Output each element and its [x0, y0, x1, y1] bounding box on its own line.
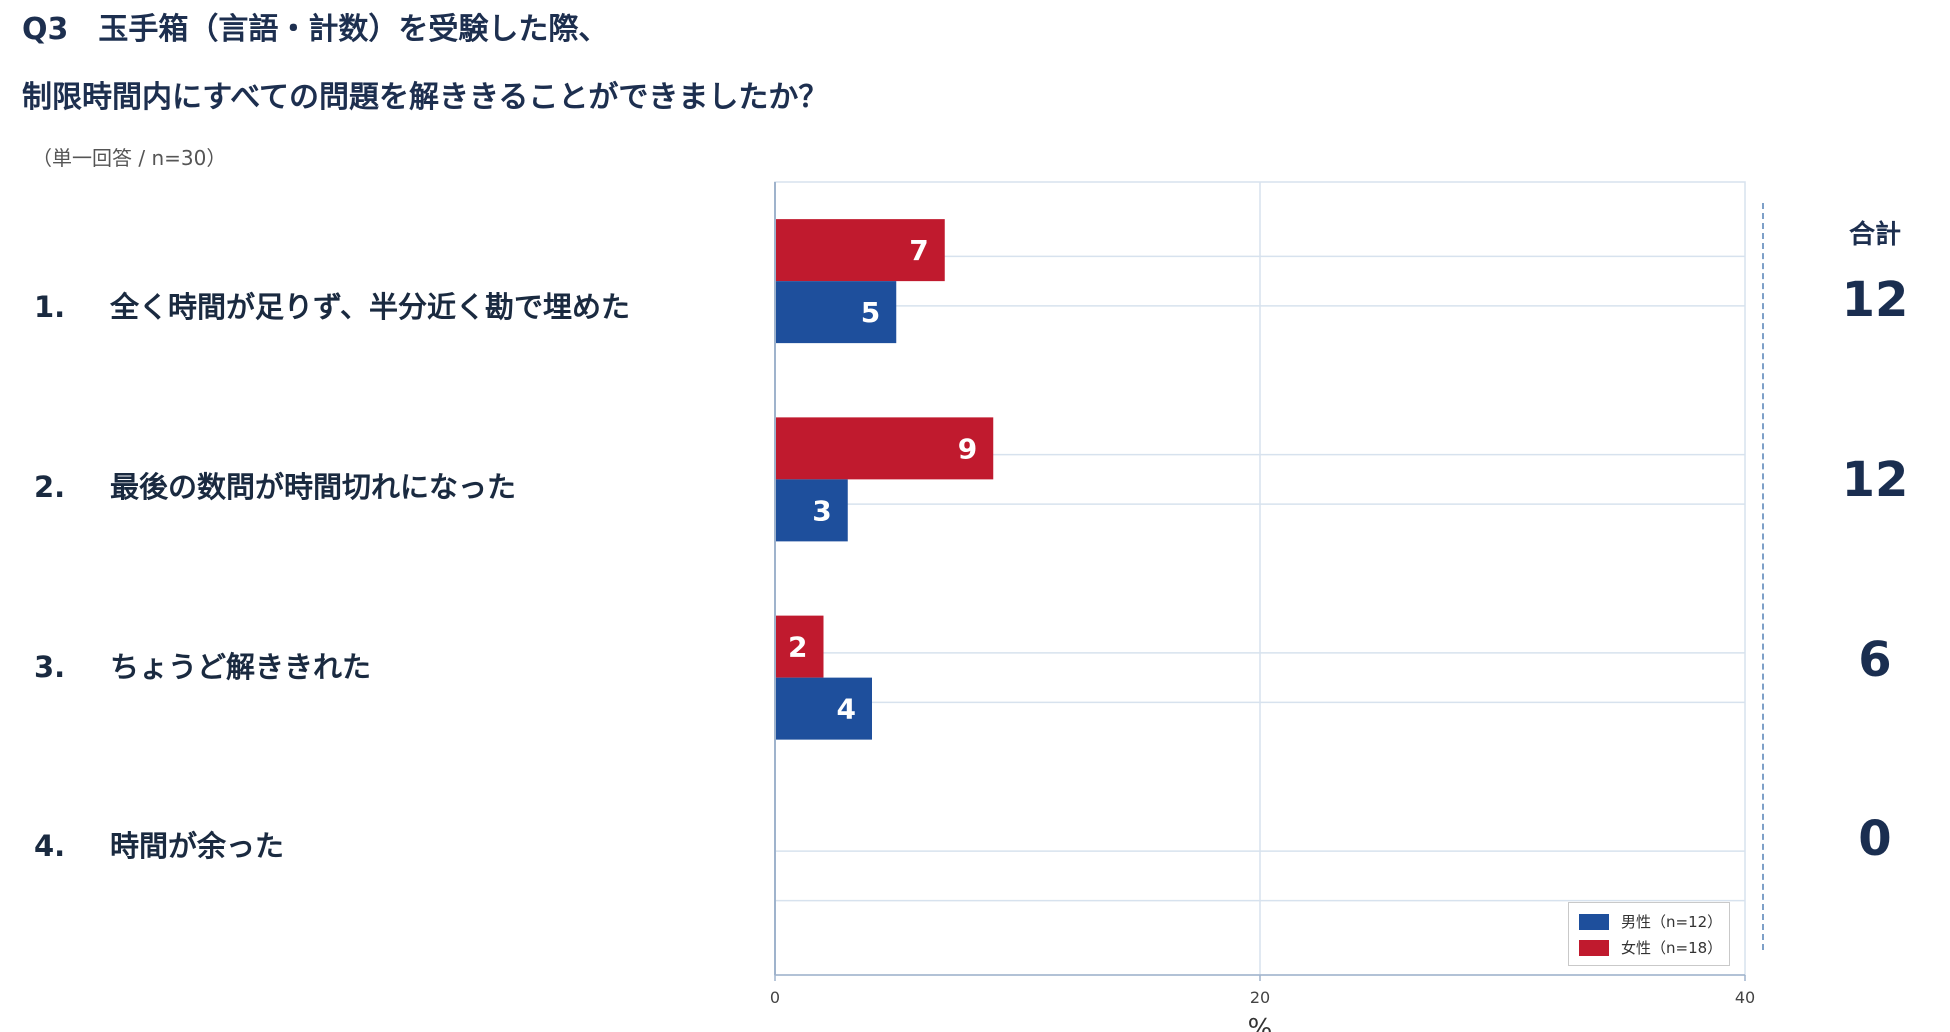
bar-value-label-female-3: 2: [788, 631, 807, 664]
bar-female-2: [775, 417, 994, 480]
bar-female-1: [775, 219, 945, 282]
x-tick-label: 40: [1735, 988, 1755, 1007]
legend-item-male: 男性（n=12）: [1579, 911, 1722, 932]
legend-swatch-male: [1579, 913, 1609, 930]
totals-divider: [1762, 203, 1764, 950]
response-note: （単一回答 / n=30）: [32, 146, 227, 170]
option-number: 3.: [34, 650, 66, 684]
option-3: 3. ちょうど解ききれた: [34, 644, 371, 686]
bar-value-label-female-2: 9: [958, 432, 977, 465]
total-header: 合計: [1848, 220, 1901, 250]
question-title-line1: Q3 玉手箱（言語・計数）を受験した際、: [22, 12, 609, 47]
bar-value-label-female-1: 7: [909, 234, 928, 267]
option-number: 4.: [34, 829, 66, 863]
option-number: 2.: [34, 470, 66, 504]
x-tick-label: 0: [770, 988, 780, 1007]
total-value-4: 0: [1858, 811, 1892, 867]
bar-value-label-male-3: 4: [837, 693, 856, 726]
bar-value-label-male-2: 3: [812, 494, 831, 527]
bar-female-3: [775, 615, 824, 678]
bar-male-2: [775, 479, 848, 542]
legend-swatch-female: [1579, 939, 1609, 956]
option-label: 最後の数問が時間切れになった: [110, 470, 517, 504]
legend-item-female: 女性（n=18）: [1579, 937, 1722, 958]
chart-legend: 男性（n=12） 女性（n=18）: [1568, 902, 1730, 966]
option-4: 4. 時間が余った: [34, 823, 284, 865]
bar-value-label-male-1: 5: [861, 296, 880, 329]
option-label: 全く時間が足りず、半分近く勘で埋めた: [110, 290, 630, 324]
total-value-3: 6: [1858, 632, 1892, 688]
legend-label-female: 女性（n=18）: [1621, 939, 1723, 957]
total-value-2: 12: [1841, 452, 1909, 508]
x-axis-title: %: [1248, 1014, 1273, 1032]
option-number: 1.: [34, 290, 66, 324]
question-title-line2: 制限時間内にすべての問題を解ききることができましたか？: [22, 80, 829, 115]
option-1: 1. 全く時間が足りず、半分近く勘で埋めた: [34, 284, 630, 326]
x-tick-label: 20: [1250, 988, 1270, 1007]
option-2: 2. 最後の数問が時間切れになった: [34, 464, 516, 506]
option-label: 時間が余った: [110, 829, 285, 863]
legend-label-male: 男性（n=12）: [1621, 913, 1723, 931]
bar-male-1: [775, 281, 897, 344]
bar-male-3: [775, 677, 872, 740]
option-label: ちょうど解ききれた: [110, 650, 372, 684]
total-value-1: 12: [1841, 272, 1909, 328]
